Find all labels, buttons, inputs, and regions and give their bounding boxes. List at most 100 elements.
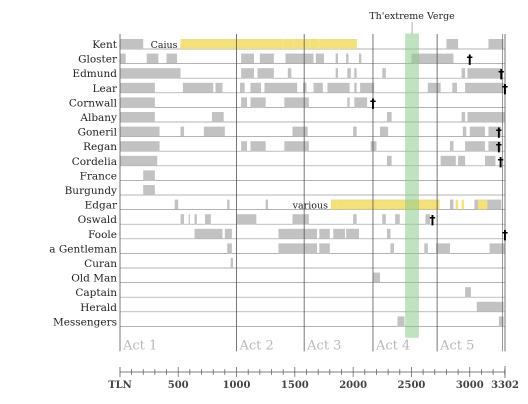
presence-segment bbox=[347, 68, 351, 79]
presence-segment bbox=[467, 68, 502, 79]
presence-segment bbox=[354, 82, 357, 93]
character-label: Cornwall bbox=[69, 97, 118, 109]
character-label: Regan bbox=[83, 141, 117, 153]
presence-segment bbox=[120, 141, 160, 152]
presence-segment bbox=[224, 228, 232, 239]
act-label: Act 1 bbox=[122, 338, 157, 353]
presence-segment bbox=[446, 39, 459, 49]
presence-segment bbox=[372, 272, 380, 283]
speech-highlight-label: various bbox=[292, 201, 328, 212]
presence-segment bbox=[498, 316, 504, 327]
speech-highlight-overlay bbox=[330, 201, 440, 209]
presence-segment bbox=[353, 214, 357, 225]
presence-segment bbox=[488, 39, 504, 49]
stage-presence-bars bbox=[120, 39, 505, 327]
presence-segment bbox=[257, 68, 274, 79]
speech-highlight-overlay bbox=[455, 201, 459, 209]
presence-segment bbox=[292, 214, 309, 225]
presence-segment bbox=[292, 126, 308, 137]
character-label: Curan bbox=[84, 258, 117, 270]
speech-highlight-overlay bbox=[180, 40, 357, 48]
character-label: Foole bbox=[88, 229, 117, 241]
character-label: Herald bbox=[80, 302, 117, 314]
presence-segment bbox=[205, 214, 211, 225]
axis-label: TLN bbox=[108, 380, 132, 391]
act-label: Act 5 bbox=[439, 338, 474, 353]
presence-segment bbox=[327, 82, 350, 93]
character-label: Lear bbox=[93, 83, 118, 95]
presence-segment bbox=[390, 243, 394, 254]
character-label: Goneril bbox=[78, 127, 118, 139]
presence-segment bbox=[474, 199, 502, 210]
act-label: Act 3 bbox=[306, 338, 341, 353]
presence-segment bbox=[194, 214, 197, 225]
presence-segment bbox=[212, 112, 224, 122]
presence-segment bbox=[174, 199, 179, 210]
presence-segment bbox=[461, 112, 466, 122]
presence-segment bbox=[166, 53, 178, 64]
axis-tick-label: 2500 bbox=[398, 380, 426, 391]
presence-segment bbox=[469, 126, 485, 137]
character-label: Captain bbox=[75, 287, 117, 299]
character-label: Burgundy bbox=[65, 185, 117, 197]
presence-segment bbox=[319, 243, 330, 254]
presence-segment bbox=[461, 68, 466, 79]
presence-segment bbox=[120, 53, 126, 64]
dagger-icon: † bbox=[496, 126, 502, 140]
presence-segment bbox=[465, 141, 485, 152]
presence-segment bbox=[354, 68, 357, 79]
presence-segment bbox=[287, 68, 292, 79]
presence-segment bbox=[427, 82, 441, 93]
presence-segment bbox=[395, 214, 400, 225]
verge-label: Th'extreme Verge bbox=[369, 11, 455, 22]
presence-segment bbox=[467, 112, 505, 122]
presence-segment bbox=[120, 82, 155, 93]
presence-segment bbox=[440, 155, 456, 166]
character-label: a Gentleman bbox=[49, 243, 117, 255]
presence-segment bbox=[346, 53, 349, 64]
presence-segment bbox=[230, 258, 234, 268]
dagger-icon: † bbox=[498, 155, 504, 169]
presence-segment bbox=[278, 228, 317, 239]
dagger-icon: † bbox=[498, 67, 504, 81]
presence-segment bbox=[354, 97, 368, 108]
presence-segment bbox=[146, 53, 159, 64]
presence-segment bbox=[319, 228, 330, 239]
dagger-icon: † bbox=[502, 228, 508, 242]
character-labels: Kent Gloster Edmund Lear Cornwall Albany Goner… bbox=[49, 39, 328, 328]
presence-segment bbox=[360, 82, 375, 93]
character-label: Edmund bbox=[72, 68, 117, 80]
character-label: Cordelia bbox=[72, 156, 117, 168]
dagger-icon: † bbox=[496, 140, 502, 154]
presence-segment bbox=[240, 82, 245, 93]
presence-segment bbox=[284, 97, 309, 108]
presence-segment bbox=[346, 228, 359, 239]
presence-segment bbox=[284, 141, 309, 152]
presence-segment bbox=[488, 126, 502, 137]
dagger-icon: † bbox=[502, 82, 508, 96]
presence-segment bbox=[347, 97, 350, 108]
presence-segment bbox=[386, 112, 392, 122]
presence-segment bbox=[143, 170, 155, 181]
presence-segment bbox=[386, 228, 391, 239]
character-rows bbox=[120, 48, 505, 327]
presence-segment bbox=[465, 287, 471, 298]
character-label: Messengers bbox=[53, 316, 117, 328]
presence-segment bbox=[120, 97, 155, 108]
axis-tick-label: 500 bbox=[168, 380, 189, 391]
death-markers: ††††††††† bbox=[370, 53, 508, 242]
presence-segment bbox=[449, 141, 454, 152]
presence-segment bbox=[386, 155, 392, 166]
presence-segment bbox=[313, 82, 323, 93]
presence-segment bbox=[465, 82, 504, 93]
presence-segment bbox=[194, 228, 223, 239]
presence-segment bbox=[335, 53, 338, 64]
presence-segment bbox=[180, 126, 185, 137]
presence-segment bbox=[370, 141, 377, 152]
presence-segment bbox=[382, 214, 386, 225]
presence-segment bbox=[241, 68, 255, 79]
presence-segment bbox=[259, 53, 274, 64]
presence-segment bbox=[250, 82, 262, 93]
presence-segment bbox=[449, 199, 454, 210]
